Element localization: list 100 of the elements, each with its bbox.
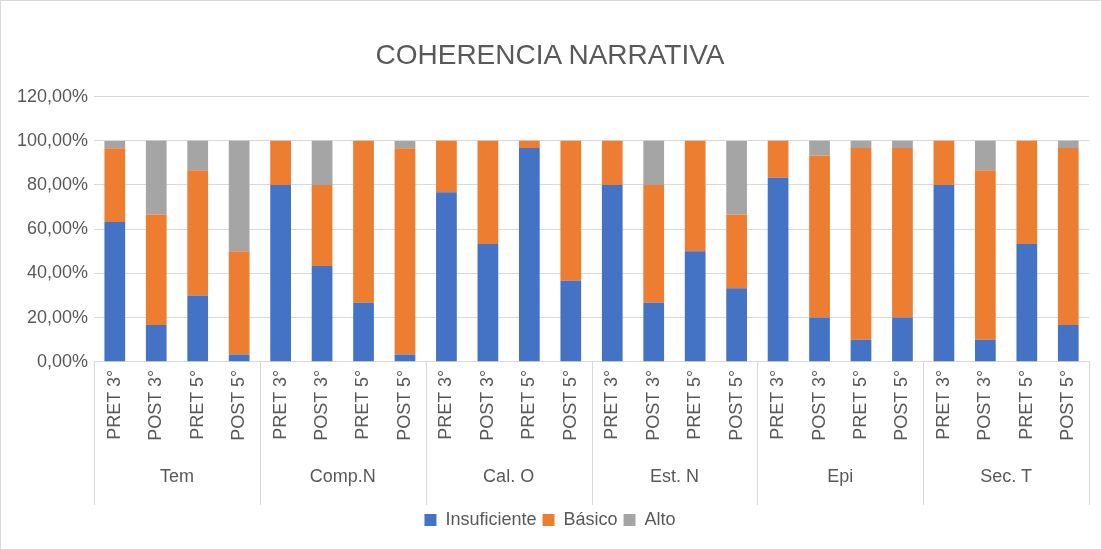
- bar: [270, 184, 291, 362]
- bar: [560, 140, 582, 281]
- bar: [228, 354, 250, 362]
- x-tick-label: PRET 5°: [1015, 369, 1036, 440]
- x-tick-label: PRET 5°: [684, 369, 705, 440]
- bar: [104, 141, 126, 149]
- bar: [518, 148, 540, 362]
- y-tick-label: 0,00%: [37, 350, 89, 371]
- x-tick-label: POST 3°: [311, 369, 332, 441]
- y-tick-label: 20,00%: [27, 306, 89, 327]
- bar: [643, 302, 665, 362]
- y-tick-label: 100,00%: [17, 129, 89, 150]
- bar: [187, 170, 209, 296]
- bar: [1057, 140, 1079, 149]
- bar: [228, 140, 250, 252]
- bar: [1057, 324, 1079, 362]
- chart-title: COHERENCIA NARRATIVA: [375, 38, 725, 70]
- legend-label: Insuficiente: [445, 508, 537, 529]
- bar: [726, 141, 747, 215]
- bar: [767, 140, 789, 178]
- bar: [809, 317, 830, 362]
- bar: [104, 221, 126, 362]
- bar: [809, 155, 830, 318]
- bar: [353, 140, 374, 303]
- x-tick-label: POST 3°: [145, 369, 166, 441]
- x-tick-label: PRET 5°: [352, 369, 373, 440]
- bar: [601, 140, 623, 185]
- bar: [892, 148, 913, 318]
- x-tick-label: POST 5°: [393, 369, 414, 441]
- bar: [353, 302, 374, 362]
- bar: [809, 140, 830, 156]
- legend-label: Alto: [644, 508, 676, 529]
- bar: [560, 280, 582, 362]
- text: Tem: [159, 465, 194, 486]
- x-tick-label: POST 5°: [228, 369, 249, 441]
- y-tick-label: 60,00%: [27, 218, 89, 239]
- bar: [394, 148, 416, 355]
- bar: [975, 170, 996, 340]
- x-tick-label: POST 5°: [559, 369, 580, 441]
- y-tick-label: 40,00%: [27, 262, 89, 283]
- bar: [436, 140, 457, 193]
- bar: [270, 140, 291, 185]
- bar: [850, 339, 872, 362]
- x-tick-label: POST 3°: [476, 369, 497, 441]
- bar: [684, 140, 706, 252]
- text: Comp.N: [309, 465, 376, 486]
- bar: [975, 339, 996, 362]
- bar: [975, 140, 996, 171]
- bar: [311, 140, 333, 185]
- x-tick-label: POST 3°: [808, 369, 829, 441]
- y-tick-label: 80,00%: [27, 173, 89, 194]
- bar: [933, 140, 955, 185]
- x-tick-label: POST 3°: [974, 369, 995, 441]
- bar: [643, 140, 665, 185]
- x-tick-label: PRET 3°: [103, 369, 124, 440]
- bar: [850, 140, 872, 149]
- bar: [311, 266, 333, 362]
- bar: [394, 141, 416, 149]
- bar: [394, 354, 416, 362]
- x-tick-label: PRET 5°: [849, 369, 870, 440]
- bar: [145, 140, 167, 215]
- x-tick-label: PRET 5°: [518, 369, 539, 440]
- x-tick-label: PRET 3°: [767, 369, 788, 440]
- bar: [850, 148, 872, 340]
- text: Epi: [827, 465, 854, 486]
- bar: [311, 184, 333, 267]
- bar: [1016, 140, 1038, 244]
- bar: [1016, 244, 1038, 362]
- x-tick-label: PRET 3°: [601, 369, 622, 440]
- bar: [477, 244, 499, 362]
- text: Est. N: [649, 465, 699, 486]
- y-tick-label: 120,00%: [17, 85, 89, 106]
- x-tick-label: POST 5°: [891, 369, 912, 441]
- text: Cal. O: [483, 465, 535, 486]
- x-tick-label: PRET 3°: [435, 369, 456, 440]
- bar: [767, 177, 789, 362]
- bar: [684, 251, 706, 362]
- bar: [228, 251, 250, 355]
- legend-label: Básico: [563, 508, 618, 529]
- bar: [187, 140, 209, 171]
- x-tick-label: POST 3°: [642, 369, 663, 441]
- x-tick-label: PRET 3°: [269, 369, 290, 440]
- bar: [518, 140, 540, 149]
- x-tick-label: PRET 5°: [186, 369, 207, 440]
- bar: [1057, 148, 1079, 325]
- bar: [933, 184, 955, 362]
- bar: [187, 295, 209, 362]
- bar: [726, 214, 747, 289]
- bar: [892, 140, 913, 149]
- bar: [643, 184, 665, 303]
- bar: [726, 288, 747, 362]
- x-tick-label: POST 5°: [725, 369, 746, 441]
- x-tick-label: POST 5°: [1057, 369, 1078, 441]
- bar: [601, 184, 623, 362]
- text: Sec. T: [980, 465, 1032, 486]
- bar: [145, 324, 167, 362]
- bar: [436, 192, 457, 362]
- bar: [477, 140, 499, 244]
- x-tick-label: PRET 3°: [932, 369, 953, 440]
- bar: [892, 317, 913, 362]
